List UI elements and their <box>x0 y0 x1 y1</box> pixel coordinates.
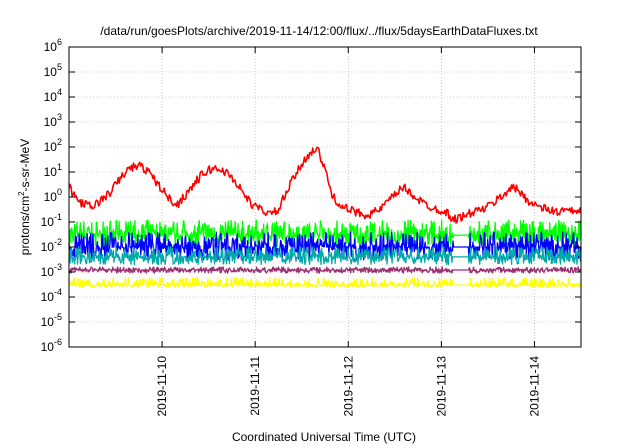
y-tick-label: 100 <box>44 187 62 204</box>
y-tick-base: 10 <box>41 290 55 304</box>
chart-title: /data/run/goesPlots/archive/2019-11-14/1… <box>100 24 538 38</box>
x-tick-label: 2019-11-12 <box>341 356 355 417</box>
series-line <box>68 266 582 274</box>
y-tick-base: 10 <box>44 140 58 154</box>
y-tick-exp: -3 <box>54 262 62 272</box>
y-tick-label: 10-3 <box>41 262 62 279</box>
y-tick-base: 10 <box>44 40 58 54</box>
y-tick-base: 10 <box>44 190 58 204</box>
y-tick-exp: 5 <box>57 62 62 72</box>
y-tick-base: 10 <box>44 165 58 179</box>
y-tick-base: 10 <box>41 265 55 279</box>
series-line <box>68 246 582 266</box>
y-tick-base: 10 <box>41 240 55 254</box>
grid <box>69 47 581 347</box>
y-tick-base: 10 <box>44 115 58 129</box>
y-axis-label: protons/cm2-s-sr-MeV <box>17 139 32 255</box>
y-tick-exp: -1 <box>54 212 62 222</box>
y-axis-label-sup: 2 <box>17 191 26 196</box>
y-ticks: 10-610-510-410-310-210-11001011021031041… <box>41 37 581 354</box>
y-tick-base: 10 <box>41 315 55 329</box>
y-tick-label: 104 <box>44 87 62 104</box>
y-tick-label: 102 <box>44 137 62 154</box>
y-tick-exp: -2 <box>54 237 62 247</box>
y-axis-label-base: protons/cm <box>18 196 32 255</box>
y-tick-label: 103 <box>44 112 62 129</box>
y-tick-exp: -6 <box>54 337 62 347</box>
x-tick-label: 2019-11-13 <box>434 356 448 417</box>
y-tick-base: 10 <box>44 90 58 104</box>
y-tick-label: 10-1 <box>41 212 62 229</box>
y-tick-label: 101 <box>44 162 62 179</box>
y-tick-label: 106 <box>44 37 62 54</box>
y-tick-exp: -5 <box>54 312 62 322</box>
y-tick-base: 10 <box>41 340 55 354</box>
y-axis-label-rest: -s-sr-MeV <box>18 139 32 192</box>
series-line <box>68 276 582 288</box>
series-line <box>68 146 582 224</box>
y-tick-label: 10-4 <box>41 287 62 304</box>
y-tick-label: 105 <box>44 62 62 79</box>
y-tick-exp: 1 <box>57 162 62 172</box>
x-tick-label: 2019-11-11 <box>248 356 262 416</box>
x-axis-label: Coordinated Universal Time (UTC) <box>232 430 416 444</box>
series-group <box>68 146 582 288</box>
y-tick-label: 10-6 <box>41 337 62 354</box>
y-tick-exp: 0 <box>57 187 62 197</box>
y-tick-base: 10 <box>44 65 58 79</box>
y-tick-exp: -4 <box>54 287 62 297</box>
y-tick-label: 10-2 <box>41 237 62 254</box>
x-tick-label: 2019-11-14 <box>527 356 541 417</box>
y-tick-exp: 4 <box>57 87 62 97</box>
x-tick-label: 2019-11-10 <box>155 356 169 417</box>
y-tick-exp: 2 <box>57 137 62 147</box>
x-ticks: 2019-11-10 2019-11-11 2019-11-12 2019-11-13… <box>155 47 541 417</box>
y-tick-exp: 6 <box>57 37 62 47</box>
y-tick-exp: 3 <box>57 112 62 122</box>
y-tick-base: 10 <box>41 215 55 229</box>
y-tick-label: 10-5 <box>41 312 62 329</box>
